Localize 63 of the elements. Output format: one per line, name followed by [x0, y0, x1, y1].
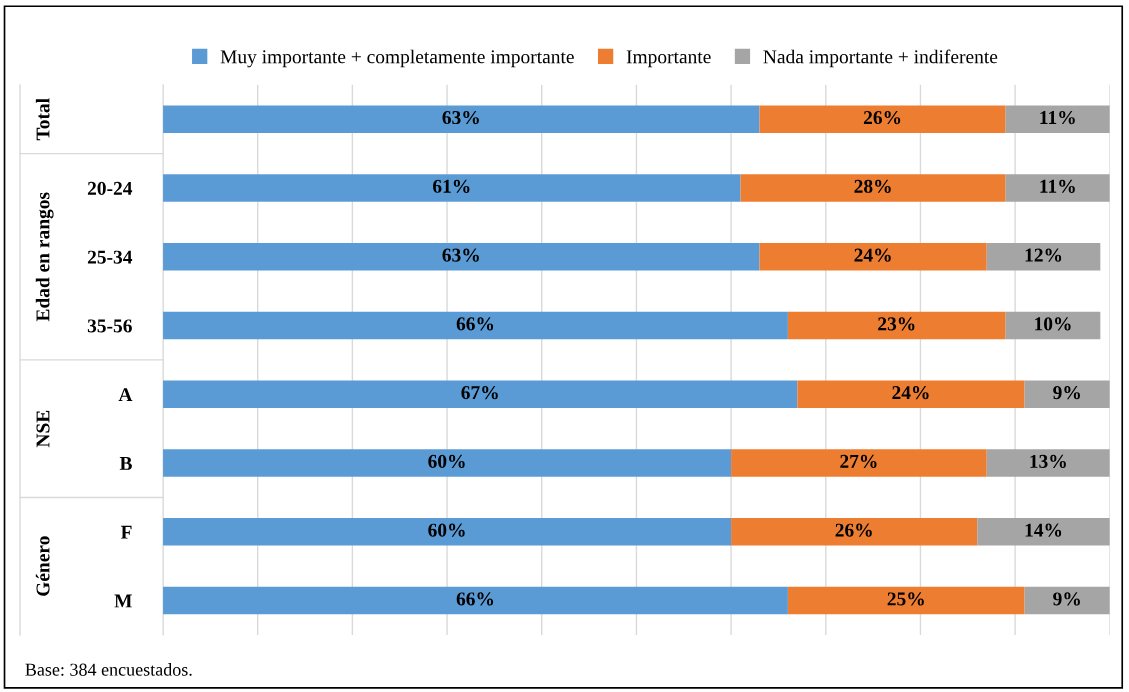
data-label: 61% — [433, 179, 470, 193]
bar — [163, 311, 788, 340]
bar — [163, 105, 760, 133]
data-label: 27% — [840, 454, 877, 468]
bar — [787, 311, 1006, 340]
y-tick-label: B — [119, 457, 132, 470]
data-label: 12% — [1025, 248, 1062, 262]
legend-label: Nada importante + indiferente — [763, 49, 998, 68]
bar — [1005, 174, 1110, 202]
data-label: 13% — [1030, 454, 1066, 468]
y-tick-label: 35-56 — [87, 319, 132, 333]
data-label: 9% — [1053, 592, 1080, 606]
bar — [759, 243, 987, 271]
bar — [163, 449, 732, 477]
text: NSE — [36, 410, 50, 448]
data-label: 28% — [854, 179, 891, 193]
text: Base: 384 encuestados. — [25, 663, 192, 676]
bar — [163, 174, 741, 202]
bar — [986, 449, 1110, 477]
data-label: 24% — [854, 248, 891, 262]
bar — [1024, 380, 1110, 409]
bar — [731, 449, 987, 477]
bar — [797, 380, 1025, 409]
data-label: 63% — [442, 110, 479, 125]
data-label: 25% — [887, 592, 924, 606]
bar — [986, 243, 1101, 271]
text: Total — [35, 98, 50, 141]
bar — [163, 380, 798, 409]
data-label: 11% — [1040, 110, 1075, 125]
data-label: 24% — [892, 386, 929, 400]
text: Edad en rangos — [35, 192, 54, 322]
data-label: 66% — [456, 592, 494, 606]
text: Género — [35, 536, 50, 596]
y-tick-label: 20-24 — [87, 181, 133, 195]
legend-label: Muy importante + completamente importante — [220, 49, 574, 68]
bar — [759, 105, 1006, 133]
data-label: 67% — [461, 386, 498, 400]
bar — [163, 243, 760, 271]
bar — [977, 518, 1110, 546]
y-tick-label: F — [120, 525, 132, 539]
data-label: 11% — [1040, 179, 1075, 193]
bar — [1005, 311, 1101, 340]
bar — [731, 518, 978, 546]
data-label: 63% — [442, 248, 479, 262]
data-label: 60% — [428, 523, 465, 537]
y-tick-label: A — [118, 388, 133, 402]
y-tick-label: M — [114, 594, 132, 608]
bar — [1024, 586, 1110, 615]
legend-label: Importante — [626, 50, 711, 68]
data-label: 23% — [878, 317, 915, 331]
y-tick-label: 25-34 — [87, 250, 133, 264]
data-label: 9% — [1053, 386, 1080, 400]
bar — [787, 586, 1025, 615]
data-label: 26% — [863, 110, 901, 125]
bar — [163, 518, 732, 546]
bar — [740, 174, 1006, 202]
data-label: 66% — [456, 317, 494, 331]
data-label: 14% — [1025, 523, 1062, 537]
bar — [1005, 105, 1110, 133]
bar — [163, 586, 788, 615]
data-label: 60% — [428, 454, 465, 468]
data-label: 26% — [835, 523, 872, 537]
data-label: 10% — [1035, 317, 1071, 331]
